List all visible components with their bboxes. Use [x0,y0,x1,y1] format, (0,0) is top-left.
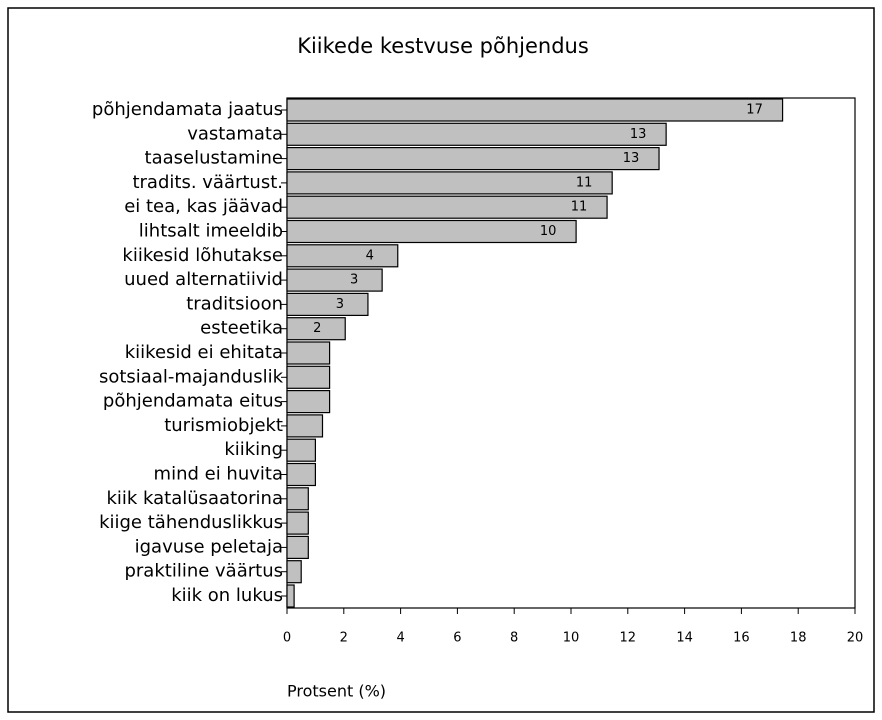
y-tick-label: põhjendamata eitus [103,391,283,412]
x-tick-label: 10 [563,631,580,646]
bar [286,560,302,584]
y-tick-label: tradits. väärtust. [132,172,283,193]
y-tick-label: kiik katalüsaatorina [106,488,283,509]
value-label: 11 [571,200,588,215]
bar [286,268,383,292]
value-label: 11 [576,175,593,190]
x-tick-label: 20 [847,631,864,646]
y-tick-label: kiikesid lõhutakse [122,245,283,266]
value-label: 13 [623,151,640,166]
bar [286,219,577,244]
y-tick-label: kiik on lukus [171,585,283,606]
bar [286,147,660,171]
y-tick-label: taaselustamine [145,148,283,169]
bar [286,365,331,389]
y-tick-label: ei tea, kas jäävad [124,196,283,217]
x-tick-label: 14 [676,631,693,646]
bar [286,122,667,146]
bar [286,511,309,535]
x-tick-label: 12 [620,631,637,646]
bar [286,244,399,268]
y-tick-label: vastamata [187,123,283,144]
y-tick-label: mind ei huvita [154,464,283,485]
x-tick-label: 0 [283,631,291,646]
x-tick-label: 8 [510,631,518,646]
value-label: 3 [336,297,344,312]
value-label: 3 [350,273,358,288]
bar [286,414,324,438]
y-tick-label: kiikesid ei ehitata [125,342,283,363]
y-tick-label: sotsiaal-majanduslik [99,366,284,387]
value-label: 17 [746,103,763,118]
x-tick-label: 2 [340,631,348,646]
y-tick-label: kiiking [224,439,283,460]
x-tick-label: 6 [453,631,461,646]
y-tick-label: turismiobjekt [164,415,283,436]
y-tick-label: esteetika [200,318,283,339]
bar [286,390,331,414]
x-tick-label: 16 [733,631,750,646]
bar [286,195,608,219]
bar [286,438,316,462]
y-tick-label: lihtsalt imeeldib [139,221,283,242]
value-label: 13 [630,127,647,142]
y-tick-label: põhjendamata jaatus [92,99,283,120]
y-tick-label: praktiline väärtus [124,561,283,582]
bar [286,317,346,341]
value-label: 2 [313,321,321,336]
bar [286,462,316,487]
x-tick-label: 18 [790,631,807,646]
bar [286,341,331,365]
x-axis-label: Protsent (%) [287,682,386,701]
bar [286,98,784,122]
bar [286,292,369,316]
y-tick-label: igavuse peletaja [135,536,283,557]
bar [286,487,309,511]
outer-frame [7,7,875,713]
x-tick-label: 4 [396,631,404,646]
bar [286,584,295,608]
y-tick-label: kiige tähenduslikkus [99,512,283,533]
bar [286,171,613,195]
y-tick-label: uued alternatiivid [124,269,283,290]
chart-title: Kiikede kestvuse põhjendus [297,34,589,58]
y-tick-label: traditsioon [186,293,283,314]
bar [286,535,309,560]
value-label: 4 [366,248,374,263]
value-label: 10 [540,224,557,239]
